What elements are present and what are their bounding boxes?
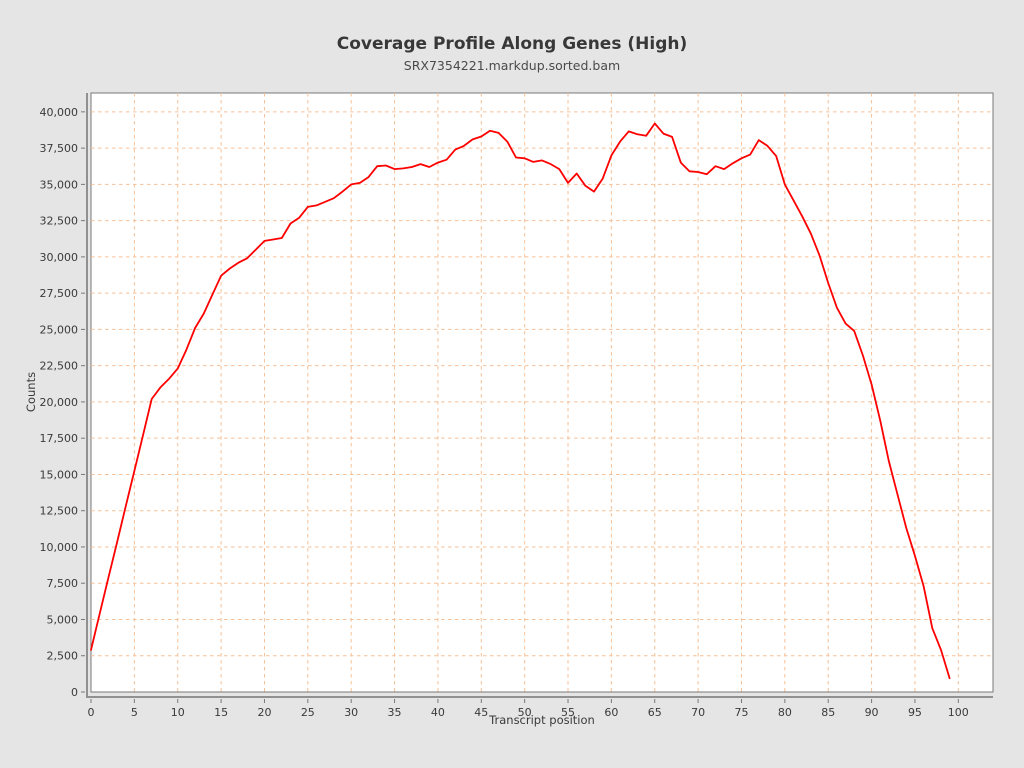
x-tick-label: 30 [344, 706, 358, 719]
plot-area [90, 92, 994, 693]
y-tick-label: 32,500 [40, 215, 79, 228]
y-tick-label: 35,000 [40, 178, 79, 191]
y-tick-label: 20,000 [40, 396, 79, 409]
axis-lines [86, 93, 993, 698]
tick-marks [81, 111, 959, 703]
x-tick-label: 85 [821, 706, 835, 719]
y-tick-labels: 0 2,500 5,000 7,500 10,000 12,500 15,000 17,500… [40, 106, 79, 699]
x-tick-label: 0 [88, 706, 95, 719]
y-tick-label: 17,500 [40, 432, 79, 445]
y-tick-label: 0 [71, 686, 78, 699]
chart-subtitle: SRX7354221.markdup.sorted.bam [404, 58, 620, 73]
gridlines [91, 93, 993, 692]
y-tick-label: 12,500 [40, 505, 79, 518]
y-axis-label: Counts [24, 372, 38, 412]
x-tick-label: 25 [301, 706, 315, 719]
y-tick-label: 37,500 [40, 142, 79, 155]
x-tick-label: 40 [431, 706, 445, 719]
x-tick-labels: 0 5 10 15 20 25 30 35 40 45 50 55 60 65 70 75 80 85 90 95 10… [88, 706, 969, 719]
x-tick-label: 55 [561, 706, 575, 719]
y-tick-label: 25,000 [40, 323, 79, 336]
x-tick-label: 35 [388, 706, 402, 719]
x-tick-label: 5 [131, 706, 138, 719]
x-tick-label: 20 [257, 706, 271, 719]
chart-title: Coverage Profile Along Genes (High) [337, 34, 688, 54]
x-tick-label: 75 [734, 706, 748, 719]
y-tick-label: 7,500 [47, 577, 79, 590]
coverage-line [90, 122, 951, 680]
x-tick-label: 10 [171, 706, 185, 719]
x-tick-label: 45 [474, 706, 488, 719]
y-tick-label: 5,000 [47, 613, 79, 626]
x-tick-label: 50 [518, 706, 532, 719]
y-tick-label: 10,000 [40, 541, 79, 554]
x-tick-label: 100 [948, 706, 969, 719]
x-tick-label: 60 [604, 706, 618, 719]
x-tick-label: 65 [648, 706, 662, 719]
x-tick-label: 90 [865, 706, 879, 719]
x-tick-label: 15 [214, 706, 228, 719]
x-tick-label: 95 [908, 706, 922, 719]
y-tick-label: 40,000 [40, 106, 79, 119]
x-tick-label: 80 [778, 706, 792, 719]
y-tick-label: 2,500 [47, 650, 79, 663]
y-tick-label: 22,500 [40, 360, 79, 373]
x-axis-label: Transcript position [488, 713, 595, 727]
x-tick-label: 70 [691, 706, 705, 719]
y-tick-label: 30,000 [40, 251, 79, 264]
y-tick-label: 15,000 [40, 468, 79, 481]
y-tick-label: 27,500 [40, 287, 79, 300]
